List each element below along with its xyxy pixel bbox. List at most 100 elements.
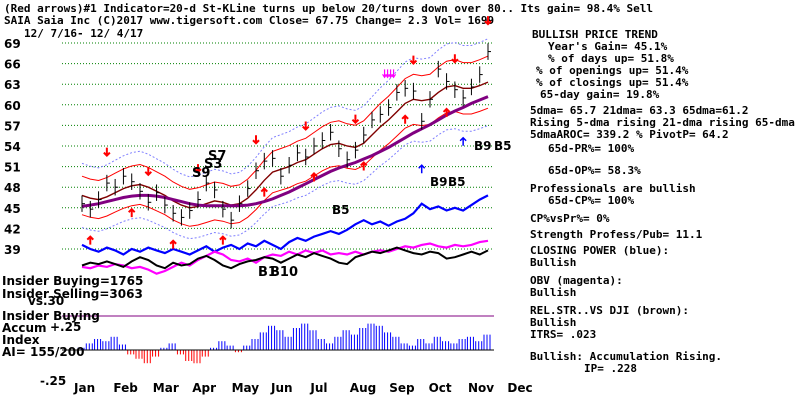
rp-ip: IP= .228	[584, 362, 637, 375]
insider-selling-label: Insider Selling=3063	[2, 287, 143, 301]
vs30-label: vs.30	[28, 294, 64, 308]
red-down-arrow	[302, 121, 310, 131]
rp-strength: Strength Profess/Pub= 11.1	[530, 228, 703, 241]
signal-label-b5-nov: B5	[494, 139, 512, 153]
band-line	[81, 107, 489, 227]
x-tick-label: Aug	[350, 381, 376, 395]
series-line-closing-power	[81, 194, 489, 256]
signal-label-b9-nov: B9	[474, 139, 492, 153]
price-bands	[81, 38, 489, 240]
accumulation-bars	[62, 315, 494, 364]
rp-65day-gain: 65-day gain= 19.8%	[540, 88, 660, 101]
red-up-arrow	[442, 107, 451, 117]
blue-up-arrow	[459, 136, 467, 146]
x-tick-label: Nov	[468, 381, 494, 395]
price-bars	[81, 43, 491, 229]
signal-arrows	[86, 16, 492, 249]
grid-lines	[62, 42, 494, 250]
y-tick-label: 60	[4, 99, 21, 113]
rp-cp-vs-pr: CP%vsPr%= 0%	[530, 212, 610, 225]
rp-65d-cp: 65d-CP%= 100%	[548, 194, 634, 207]
red-down-arrow	[194, 164, 202, 174]
rp-openings-up: % of openings up= 51.4%	[536, 64, 689, 77]
rp-itrs: ITRS= .023	[530, 328, 596, 341]
y-axis-ticks: 69 66 63 60 57 54 51 48 45 42 39	[4, 37, 21, 257]
signal-label-s3: S3	[204, 157, 222, 172]
red-up-arrow	[310, 172, 318, 182]
x-tick-label: Mar	[153, 381, 179, 395]
red-down-arrow	[252, 135, 260, 145]
y-tick-label: 66	[4, 58, 21, 72]
minus25-label: -.25	[40, 374, 66, 388]
header-line3: 12/ 7/16- 12/ 4/17	[24, 27, 143, 40]
plus25-label: +.25	[50, 320, 81, 334]
rp-years-gain: Year's Gain= 45.1%	[548, 40, 668, 53]
rp-cp-status: Bullish	[530, 256, 576, 269]
header-line2: SAIA Saia Inc (C)2017 www.tigersoft.com …	[4, 14, 494, 27]
x-tick-label: Oct	[429, 381, 452, 395]
red-down-arrow	[409, 55, 418, 66]
y-tick-label: 42	[4, 222, 21, 236]
ai-label: AI= 155/200	[2, 345, 84, 359]
rp-65d-pr: 65d-PR%= 100%	[548, 142, 634, 155]
rp-rising: Rising 5-dma rising 21-dma rising 65-dma	[530, 116, 795, 129]
magenta-down-arrow	[388, 69, 394, 79]
rp-rs-status: Bullish	[530, 316, 576, 329]
rp-65d-op: 65d-OP%= 58.3%	[548, 164, 641, 177]
insider-buying-label: Insider Buying=1765	[2, 274, 143, 288]
y-tick-label: 57	[4, 119, 21, 133]
rp-obv-status: Bullish	[530, 286, 576, 299]
accum-label: Accum	[2, 321, 47, 335]
red-up-arrow	[219, 235, 227, 245]
signal-label-b10: B10	[270, 265, 298, 280]
signal-label-s7: S7	[208, 149, 226, 164]
signal-label-s9: S9	[192, 166, 210, 181]
red-down-arrow	[144, 166, 152, 177]
series-lines	[81, 81, 489, 275]
blue-up-arrow	[418, 164, 426, 174]
red-down-arrow	[103, 147, 111, 158]
signal-label-b5: B5	[332, 203, 350, 217]
y-tick-label: 54	[4, 140, 21, 154]
rp-professionals: Professionals are bullish	[530, 182, 696, 195]
red-up-arrow	[86, 235, 94, 245]
x-tick-label: Apr	[192, 381, 216, 395]
red-up-arrow	[169, 239, 177, 249]
y-tick-label: 48	[4, 181, 21, 195]
x-axis-ticks: Jan Feb Mar Apr May Jun Jul Aug Sep Oct Nov Dec	[73, 381, 533, 395]
y-tick-label: 45	[4, 202, 21, 216]
y-tick-label: 63	[4, 78, 21, 92]
rp-days-up: % of days up= 51.8%	[548, 52, 674, 65]
rp-dmas: 5dma= 65.7 21dma= 63.3 65dma=61.2	[530, 104, 749, 117]
insider-buying-label-2: Insider Buying	[2, 309, 100, 323]
rp-accum-rising: Bullish: Accumulation Rising.	[530, 350, 722, 363]
series-line-obv	[81, 239, 489, 275]
rp-trend: BULLISH PRICE TREND	[532, 28, 658, 41]
index-label: Index	[2, 333, 40, 347]
red-down-arrow	[451, 54, 459, 64]
magenta-down-arrow	[382, 69, 388, 79]
red-up-arrow	[360, 161, 368, 171]
rp-rs-title: REL.STR..VS DJI (brown):	[530, 304, 689, 317]
rp-closings-up: % of closings up= 51.4%	[536, 76, 689, 89]
series-line-21-dma	[81, 81, 489, 209]
red-up-arrow	[128, 207, 136, 218]
magenta-down-arrow	[385, 69, 391, 79]
signal-label-b5-oct: B5	[448, 175, 466, 189]
series-line-65-dma	[81, 95, 489, 208]
x-tick-label: Feb	[113, 381, 138, 395]
red-down-arrow	[484, 16, 492, 26]
y-tick-label: 51	[4, 161, 21, 175]
y-tick-label: 39	[4, 243, 21, 257]
x-tick-label: Jun	[270, 381, 293, 395]
series-line-rel-str-vs-dji	[81, 246, 489, 270]
x-tick-label: Jan	[73, 381, 95, 395]
red-up-arrow	[260, 187, 268, 197]
band-line	[81, 55, 489, 190]
rp-aroc: 5dmaAROC= 339.2 % PivotP= 64.2	[530, 128, 729, 141]
x-tick-label: May	[232, 381, 260, 395]
x-tick-label: Sep	[389, 381, 415, 395]
band-line	[81, 125, 489, 240]
x-tick-label: Jul	[309, 381, 327, 395]
